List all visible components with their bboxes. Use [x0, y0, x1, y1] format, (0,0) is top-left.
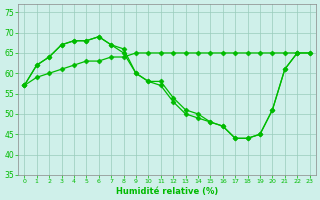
X-axis label: Humidité relative (%): Humidité relative (%)	[116, 187, 218, 196]
